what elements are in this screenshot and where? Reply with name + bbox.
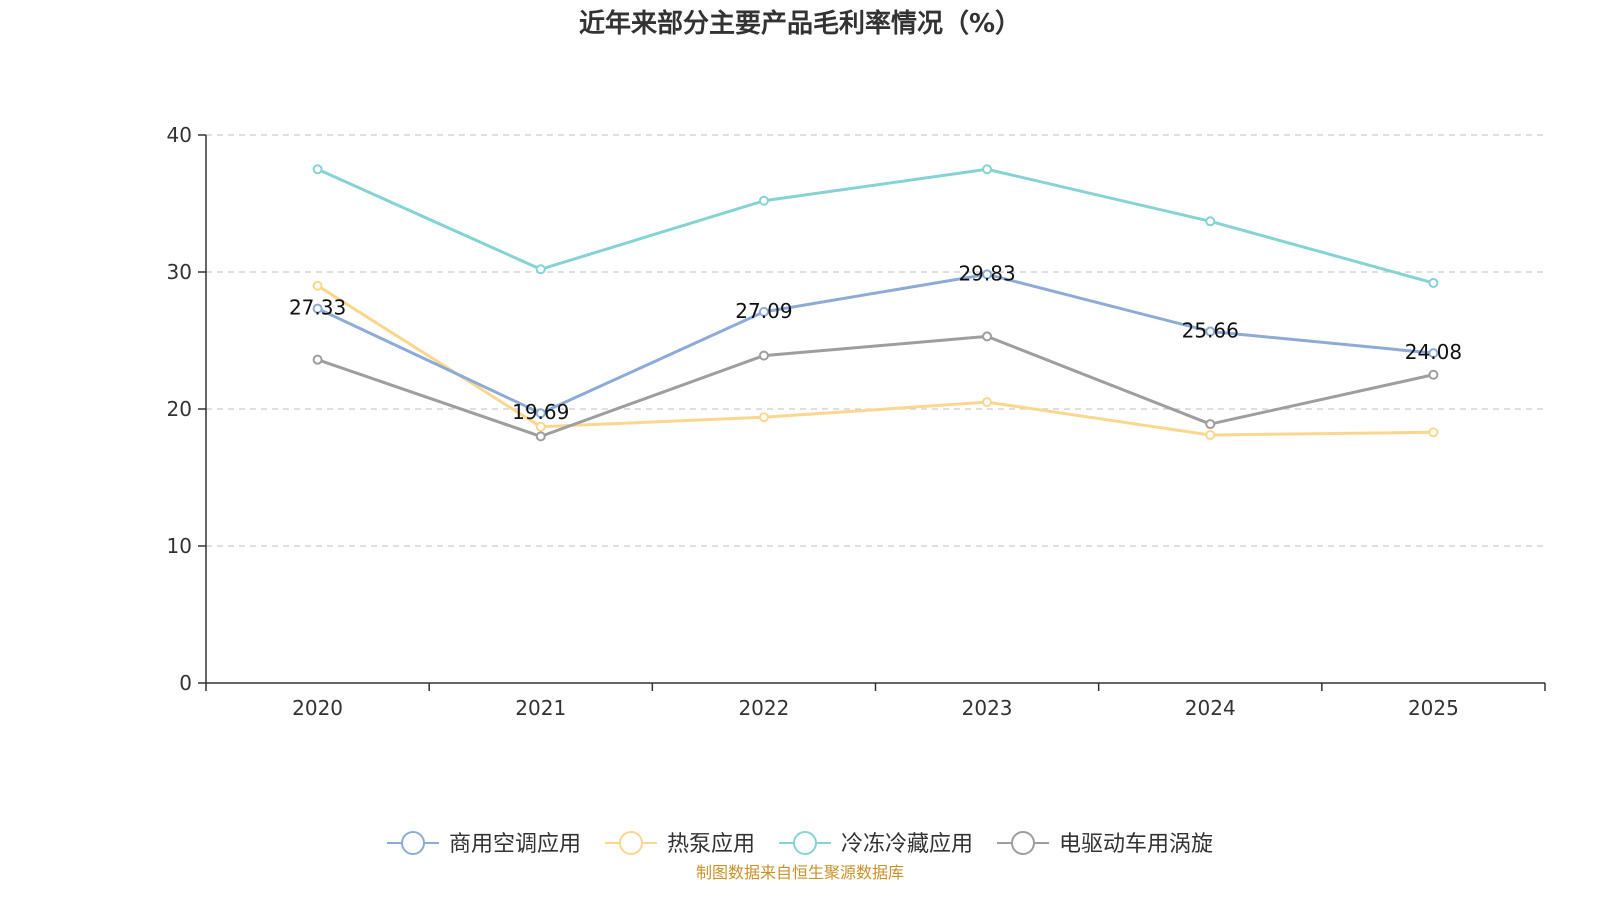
legend-marker	[793, 831, 817, 855]
data-point	[758, 195, 769, 206]
x-tick-label: 2020	[292, 696, 343, 720]
y-tick-label: 30	[167, 260, 192, 284]
data-label: 24.08	[1405, 340, 1462, 364]
data-label: 19.69	[512, 400, 569, 424]
series-1	[312, 269, 1439, 419]
data-point	[535, 431, 546, 442]
series-line	[317, 334, 1434, 438]
legend-label: 电驱动车用涡旋	[1059, 832, 1213, 857]
y-tick-label: 40	[167, 123, 192, 147]
legend-marker	[401, 831, 425, 855]
data-point	[982, 269, 993, 280]
data-point	[312, 354, 323, 365]
data-label: 27.09	[735, 299, 792, 323]
data-labels: 27.33 19.69 27.09 29.83 25.66 24.08	[289, 261, 1462, 424]
data-point	[1205, 326, 1216, 337]
data-point	[312, 303, 323, 314]
legend-item: 热泵应用	[605, 831, 755, 857]
data-point	[312, 164, 323, 175]
x-tick-label: 2023	[962, 696, 1013, 720]
y-axis-ticks: 0 10 20 30 40	[167, 123, 206, 695]
series-line	[316, 167, 1434, 285]
data-point	[1428, 427, 1439, 438]
data-point	[1428, 348, 1439, 359]
legend: 商用空调应用 热泵应用 冷冻冷藏应用 电驱动车用涡旋	[387, 831, 1213, 857]
y-tick-label: 20	[167, 397, 192, 421]
series-2	[312, 280, 1439, 441]
data-point	[1428, 369, 1439, 380]
data-point	[535, 264, 546, 275]
x-tick-label: 2021	[515, 696, 566, 720]
data-point	[535, 421, 546, 432]
grid-lines	[206, 134, 1545, 547]
x-tick-label: 2025	[1408, 696, 1459, 720]
data-point	[982, 397, 993, 408]
legend-label: 热泵应用	[667, 832, 755, 857]
series-line	[316, 272, 1434, 415]
legend-marker	[1011, 831, 1035, 855]
series-4	[312, 331, 1439, 442]
chart-title: 近年来部分主要产品毛利率情况（%）	[579, 8, 1021, 39]
legend-item: 商用空调应用	[387, 831, 581, 857]
x-tick-label: 2024	[1185, 696, 1236, 720]
data-point	[758, 306, 769, 317]
data-point	[982, 331, 993, 342]
x-tick-label: 2022	[738, 696, 789, 720]
data-point	[758, 412, 769, 423]
data-label: 25.66	[1182, 318, 1239, 342]
source-note: 制图数据来自恒生聚源数据库	[696, 863, 904, 882]
data-point	[535, 408, 546, 419]
data-point	[758, 350, 769, 361]
data-point	[1205, 419, 1216, 430]
series-line	[316, 284, 1434, 437]
legend-label: 冷冻冷藏应用	[841, 832, 973, 857]
data-point	[312, 280, 323, 291]
y-tick-label: 0	[179, 671, 192, 695]
data-label: 27.33	[289, 296, 346, 320]
series-group	[312, 164, 1439, 442]
data-point	[1205, 216, 1216, 227]
y-tick-label: 10	[167, 534, 192, 558]
data-point	[1428, 277, 1439, 288]
legend-label: 商用空调应用	[449, 832, 581, 857]
data-point	[982, 164, 993, 175]
data-label: 29.83	[958, 261, 1015, 285]
legend-item: 电驱动车用涡旋	[997, 831, 1213, 857]
x-axis-ticks: 2020 2021 2022 2023 2024 2025	[205, 683, 1546, 720]
legend-marker	[619, 831, 643, 855]
series-3	[312, 164, 1439, 288]
legend-item: 冷冻冷藏应用	[779, 831, 973, 857]
data-point	[1205, 430, 1216, 441]
